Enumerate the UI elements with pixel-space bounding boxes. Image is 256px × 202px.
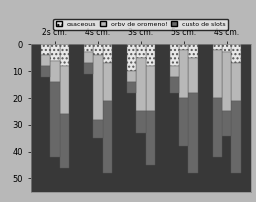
Bar <box>145 66 155 112</box>
Bar <box>103 63 112 101</box>
Bar <box>50 44 60 61</box>
Bar <box>93 120 103 138</box>
Bar <box>145 44 155 66</box>
Bar <box>136 58 145 112</box>
Bar <box>231 44 241 63</box>
Bar <box>60 66 69 114</box>
Bar <box>145 112 155 165</box>
Bar <box>41 44 50 55</box>
Bar <box>169 44 179 66</box>
Bar <box>231 101 241 173</box>
Bar <box>179 50 188 98</box>
Bar <box>179 98 188 146</box>
Bar <box>60 114 69 168</box>
Bar <box>127 82 136 93</box>
Bar <box>84 63 93 74</box>
Bar <box>188 44 198 58</box>
Bar <box>127 44 136 71</box>
Bar <box>222 112 231 136</box>
Bar <box>222 53 231 112</box>
Bar <box>169 77 179 93</box>
Bar <box>212 50 222 98</box>
Bar <box>222 44 231 53</box>
Bar <box>103 101 112 173</box>
Bar <box>93 55 103 120</box>
Bar <box>212 98 222 157</box>
Bar <box>50 82 60 157</box>
Bar <box>212 44 222 50</box>
Bar <box>231 63 241 101</box>
Bar <box>103 44 112 63</box>
Bar <box>93 44 103 55</box>
Bar <box>41 55 50 66</box>
Bar <box>84 53 93 63</box>
Bar <box>127 71 136 82</box>
Bar <box>84 44 93 53</box>
Bar <box>188 58 198 93</box>
Bar <box>188 93 198 173</box>
Bar <box>169 66 179 77</box>
Legend: osaceous, orbv de oromeno!, custo de slots: osaceous, orbv de oromeno!, custo de slo… <box>53 19 228 29</box>
Bar <box>179 44 188 50</box>
Bar <box>41 66 50 77</box>
Bar <box>136 44 145 58</box>
Bar <box>60 44 69 66</box>
Bar <box>136 112 145 133</box>
Bar <box>50 61 60 82</box>
